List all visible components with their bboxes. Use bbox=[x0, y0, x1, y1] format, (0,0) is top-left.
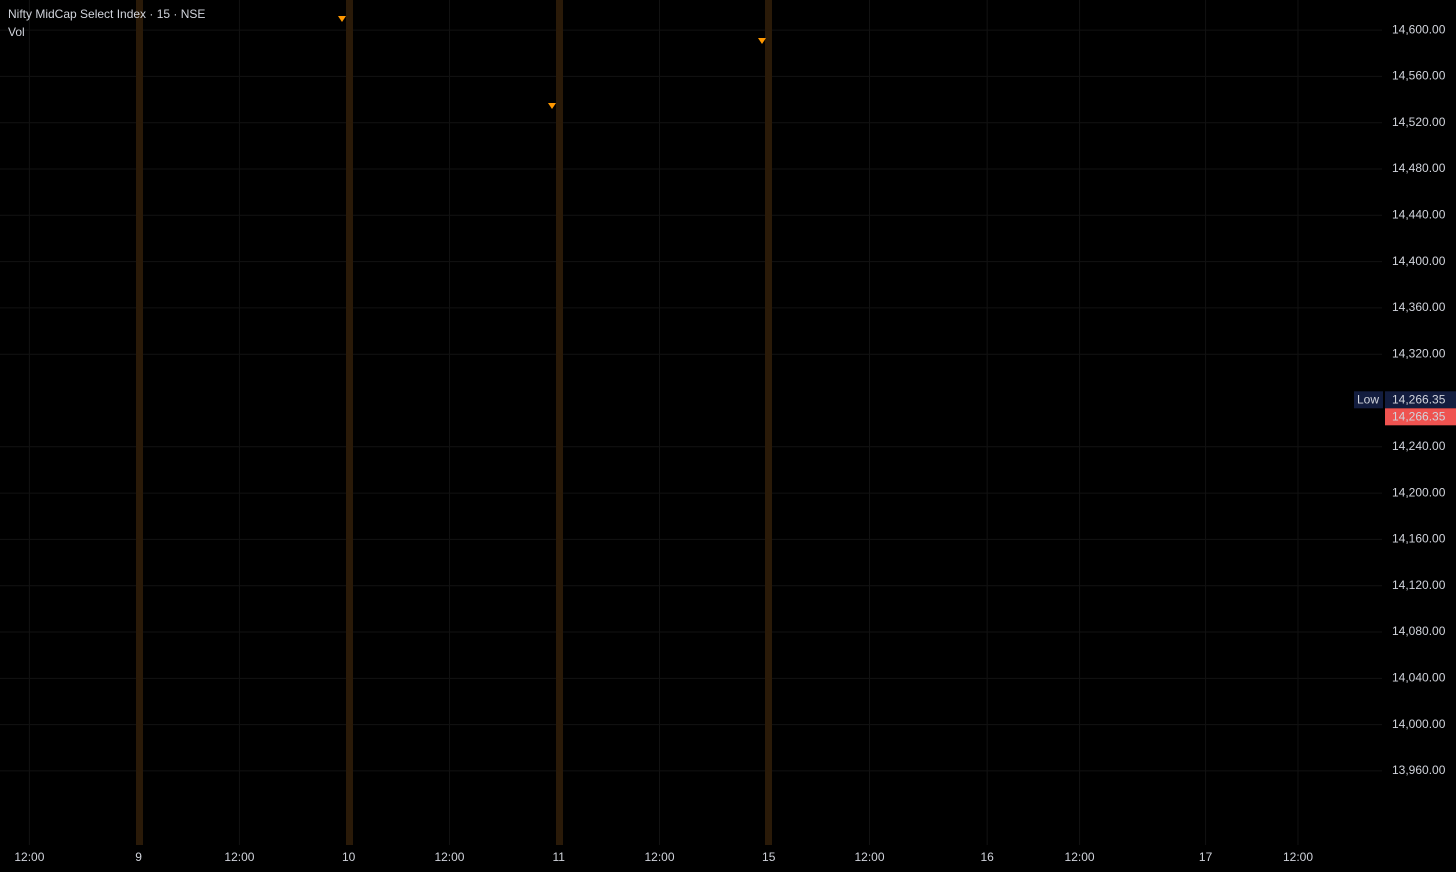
session-breaks bbox=[136, 0, 772, 845]
y-tick-label: 14,000.00 bbox=[1392, 717, 1446, 731]
y-tick-label: 14,560.00 bbox=[1392, 69, 1446, 83]
x-tick-label: 17 bbox=[1199, 850, 1213, 864]
y-tick-label: 14,200.00 bbox=[1392, 485, 1446, 499]
x-tick-label: 16 bbox=[980, 850, 994, 864]
y-tick-label: 14,240.00 bbox=[1392, 439, 1446, 453]
x-tick-label: 11 bbox=[552, 850, 565, 864]
markers bbox=[338, 16, 766, 109]
y-tick-label: 14,600.00 bbox=[1392, 22, 1446, 36]
y-tick-label: 14,320.00 bbox=[1392, 346, 1446, 360]
price-axis-bg bbox=[1382, 0, 1456, 872]
last-price-label: 14,266.35 bbox=[1392, 409, 1446, 423]
low-price-badge bbox=[1385, 391, 1456, 409]
x-tick-label: 12:00 bbox=[855, 850, 885, 864]
low-label: Low bbox=[1357, 392, 1379, 406]
x-tick-label: 12:00 bbox=[14, 850, 44, 864]
last-price-badge bbox=[1385, 408, 1456, 426]
session-break bbox=[346, 0, 353, 845]
chart-title: Nifty MidCap Select Index · 15 · NSE bbox=[8, 7, 205, 21]
y-tick-label: 14,400.00 bbox=[1392, 254, 1446, 268]
x-tick-label: 9 bbox=[135, 850, 142, 864]
y-tick-label: 14,440.00 bbox=[1392, 207, 1446, 221]
x-tick-label: 15 bbox=[762, 850, 776, 864]
y-tick-label: 14,040.00 bbox=[1392, 670, 1446, 684]
volume-label: Vol bbox=[8, 25, 25, 39]
signal-marker bbox=[758, 38, 766, 44]
x-tick-label: 12:00 bbox=[1283, 850, 1313, 864]
y-tick-label: 14,160.00 bbox=[1392, 532, 1446, 546]
y-tick-label: 13,960.00 bbox=[1392, 763, 1446, 777]
axes: 13,960.00 14,000.00 14,040.00 14,080.00 14,1… bbox=[14, 0, 1456, 872]
y-tick-label: 14,120.00 bbox=[1392, 578, 1446, 592]
session-break bbox=[556, 0, 563, 845]
x-tick-label: 12:00 bbox=[1065, 850, 1095, 864]
x-tick-label: 12:00 bbox=[224, 850, 254, 864]
y-tick-label: 14,360.00 bbox=[1392, 300, 1446, 314]
signal-marker bbox=[338, 16, 346, 22]
x-tick-label: 10 bbox=[342, 850, 356, 864]
x-tick-label: 12:00 bbox=[644, 850, 674, 864]
signal-marker bbox=[548, 103, 556, 109]
low-price-label: 14,266.35 bbox=[1392, 392, 1446, 406]
y-tick-label: 14,520.00 bbox=[1392, 115, 1446, 129]
y-tick-label: 14,080.00 bbox=[1392, 624, 1446, 638]
y-tick-label: 14,480.00 bbox=[1392, 161, 1446, 175]
x-tick-label: 12:00 bbox=[434, 850, 464, 864]
session-break bbox=[136, 0, 143, 845]
session-break bbox=[765, 0, 772, 845]
low-badge bbox=[1354, 391, 1383, 409]
